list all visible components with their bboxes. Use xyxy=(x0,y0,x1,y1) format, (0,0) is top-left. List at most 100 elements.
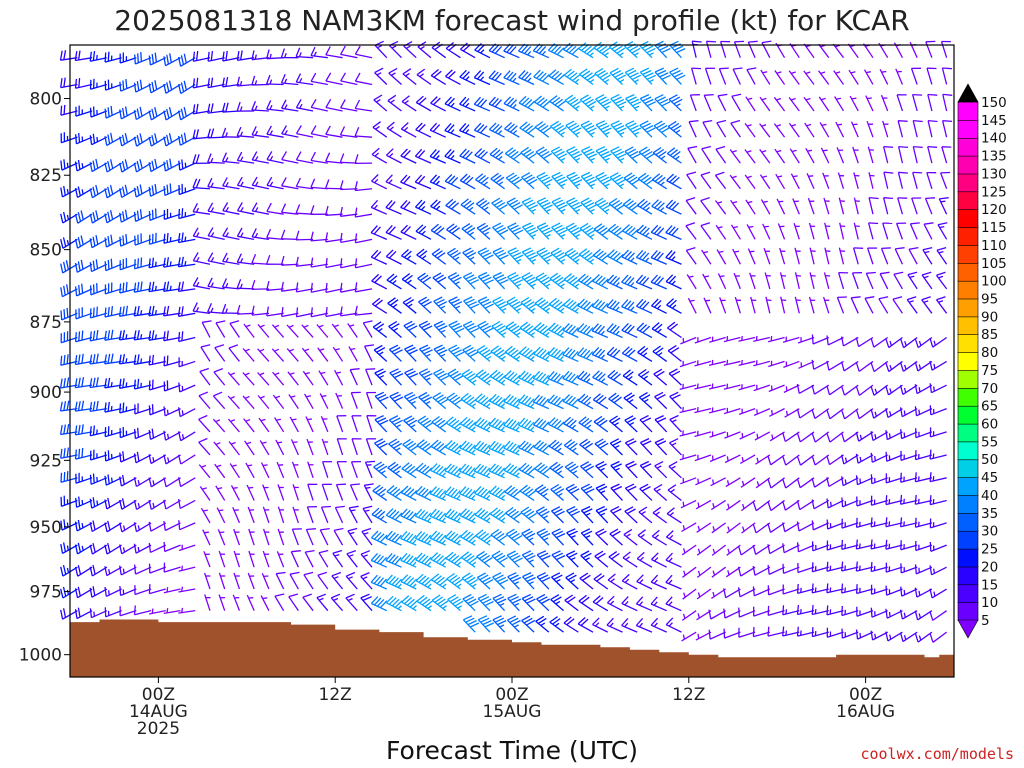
barb-full-flag xyxy=(166,330,169,341)
barb-full-flag xyxy=(400,530,408,539)
barb-full-flag xyxy=(133,162,138,173)
wind-barb xyxy=(246,484,255,501)
barb-full-flag xyxy=(418,320,428,326)
barb-staff xyxy=(374,395,388,410)
wind-barb xyxy=(310,231,328,242)
wind-barb xyxy=(266,49,284,60)
barb-staff xyxy=(203,551,211,568)
barb-full-flag xyxy=(310,72,317,82)
barb-full-flag xyxy=(66,284,69,294)
barb-full-flag xyxy=(449,394,458,401)
barb-full-flag xyxy=(207,128,211,139)
barb-full-flag xyxy=(432,509,440,518)
barb-full-flag xyxy=(107,211,111,222)
barb-full-flag xyxy=(89,566,93,577)
barb-full-flag xyxy=(375,463,385,470)
wind-barb xyxy=(212,418,226,433)
barb-full-flag xyxy=(379,396,389,402)
wind-barb xyxy=(388,344,403,362)
barb-staff xyxy=(229,323,240,338)
barb-full-flag xyxy=(418,464,427,472)
barb-full-flag xyxy=(400,122,409,130)
barb-full-flag xyxy=(78,331,81,341)
wind-barb xyxy=(104,306,122,318)
wind-barb xyxy=(119,209,137,223)
barb-full-flag xyxy=(63,401,67,411)
barb-full-flag xyxy=(236,76,241,87)
wind-barb xyxy=(89,543,108,555)
barb-half-flag xyxy=(225,157,229,162)
barb-staff xyxy=(388,72,402,85)
barb-full-flag xyxy=(433,296,443,302)
barb-full-flag xyxy=(394,600,403,608)
barb-staff xyxy=(135,57,152,65)
barb-staff xyxy=(462,252,476,265)
barb-full-flag xyxy=(89,544,94,555)
barb-full-flag xyxy=(104,566,108,576)
barb-staff xyxy=(307,461,314,479)
wind-barb xyxy=(74,283,93,297)
barb-staff xyxy=(433,300,447,314)
barb-half-flag xyxy=(96,429,98,435)
wind-barb xyxy=(242,395,255,410)
barb-full-flag xyxy=(403,149,411,158)
barb-half-flag xyxy=(274,348,280,352)
barb-staff xyxy=(431,599,447,612)
wind-barb xyxy=(163,305,181,317)
wind-barb xyxy=(133,209,152,222)
barb-half-flag xyxy=(262,464,268,467)
wind-barb xyxy=(320,505,331,524)
wind-barb xyxy=(59,50,78,61)
barb-half-flag xyxy=(412,583,417,588)
barb-staff xyxy=(305,416,314,433)
wind-barb xyxy=(430,69,447,86)
wind-barb xyxy=(207,227,225,240)
barb-staff xyxy=(244,440,255,456)
wind-barb xyxy=(277,506,285,524)
barb-staff xyxy=(207,260,225,265)
barb-half-flag xyxy=(376,72,382,76)
barb-full-flag xyxy=(453,534,462,543)
barb-half-flag xyxy=(471,561,477,566)
wind-barb xyxy=(400,199,417,215)
barb-staff xyxy=(417,46,432,59)
wind-barb xyxy=(222,177,240,190)
wind-barb xyxy=(214,344,226,362)
barb-staff xyxy=(257,395,270,410)
barb-full-flag xyxy=(452,598,462,605)
barb-full-flag xyxy=(436,227,445,235)
wind-barb xyxy=(74,78,93,89)
barb-full-flag xyxy=(374,415,384,421)
barb-half-flag xyxy=(427,583,432,588)
barb-full-flag xyxy=(463,553,472,560)
barb-full-flag xyxy=(169,183,172,193)
barb-full-flag xyxy=(207,153,212,163)
barb-staff xyxy=(134,238,152,246)
barb-half-flag xyxy=(389,126,394,131)
barb-full-flag xyxy=(414,174,423,183)
barb-staff xyxy=(165,57,181,67)
barb-full-flag xyxy=(77,261,81,271)
barb-staff xyxy=(218,594,226,611)
barb-full-flag xyxy=(360,593,370,599)
barb-full-flag xyxy=(166,108,170,119)
barb-staff xyxy=(259,440,270,456)
wind-barb xyxy=(218,594,226,611)
barb-staff xyxy=(165,454,181,465)
barb-full-flag xyxy=(415,573,424,582)
barb-staff xyxy=(372,326,388,339)
wind-barb xyxy=(295,47,314,59)
barb-half-flag xyxy=(697,478,700,484)
barb-full-flag xyxy=(181,208,184,218)
barb-full-flag xyxy=(386,485,395,493)
barb-staff xyxy=(370,559,388,568)
barb-staff xyxy=(340,80,358,86)
barb-full-flag xyxy=(104,499,108,510)
barb-full-flag xyxy=(371,273,380,282)
barb-staff xyxy=(355,80,373,86)
barb-full-flag xyxy=(451,576,461,584)
barb-staff xyxy=(360,575,373,590)
barb-full-flag xyxy=(177,135,181,146)
barb-staff xyxy=(136,522,152,533)
wind-barb xyxy=(339,232,358,244)
